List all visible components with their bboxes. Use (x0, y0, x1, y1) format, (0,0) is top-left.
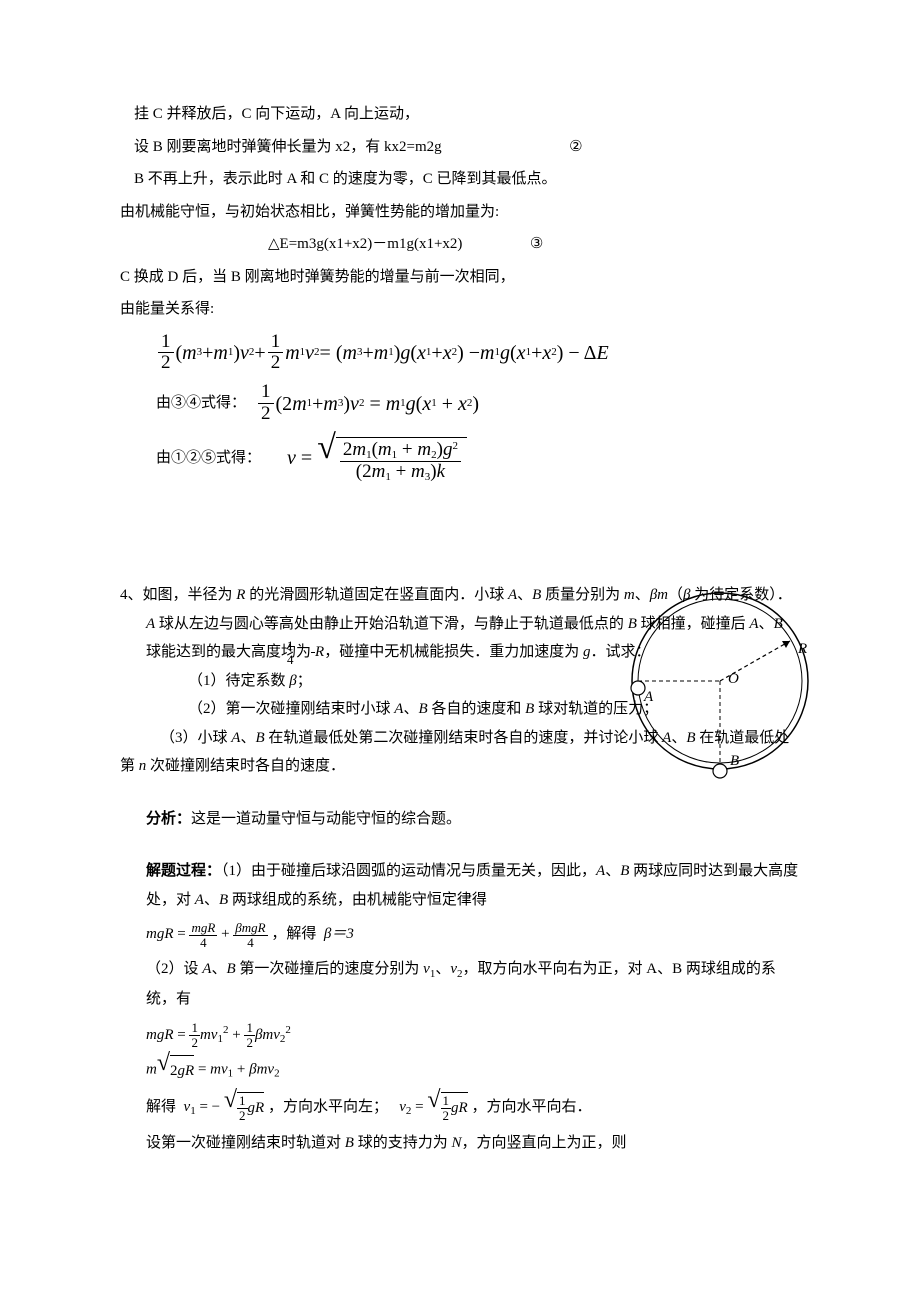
solution-2: （2）设 A、B 第一次碰撞后的速度分别为 v1、v2，取方向水平向右为正，对 … (120, 955, 800, 1013)
analysis: 分析：这是一道动量守恒与动能守恒的综合题。 (120, 805, 800, 834)
problem-4: O R A B 4、如图，半径为 R 的光滑圆形轨道固定在竖直面内．小球 A、B… (120, 581, 800, 1157)
diagram-svg: O R A B (620, 581, 820, 791)
solution-2-last: 设第一次碰撞刚结束时轨道对 B 球的支持力为 N，方向竖直向上为正，则 (120, 1129, 800, 1158)
circle-diagram: O R A B (620, 581, 820, 791)
equation-125: 由①②⑤式得： v = √ 2m1(m1 + m2)g2 (2m1 + m3)k (120, 433, 800, 483)
section-1: 挂 C 并释放后，C 向下运动，A 向上运动， 设 B 刚要离地时弹簧伸长量为 … (120, 100, 800, 483)
line-2: 设 B 刚要离地时弹簧伸长量为 x2，有 kx2=m2g ② (120, 133, 800, 162)
solution-2-eq1: mgR = 12mv12 + 12βmv22 (120, 1020, 800, 1050)
solution-1: 解题过程：（1）由于碰撞后球沿圆弧的运动情况与质量无关，因此，A、B 两球应同时… (120, 857, 800, 914)
diagram-label-A: A (643, 689, 654, 705)
diagram-label-B: B (730, 753, 739, 769)
line-7: 由能量关系得: (120, 295, 800, 324)
equation-34: 由③④式得： 12 (2m1 + m3)v2 = m1g(x1 + x2) (120, 382, 800, 425)
diagram-label-O: O (728, 671, 739, 687)
line-3: B 不再上升，表示此时 A 和 C 的速度为零，C 已降到其最低点。 (120, 165, 800, 194)
line-4: 由机械能守恒，与初始状态相比，弹簧性势能的增加量为: (120, 198, 800, 227)
diagram-label-R: R (797, 641, 807, 657)
line-5: △E=m3g(x1+x2)－m1g(x1+x2) ③ (120, 230, 800, 259)
solution-2-eq2: m√2gR = mv1 + βmv2 (120, 1055, 800, 1086)
equation-energy: 12 (m3 + m1)v2 + 12 m1v2 = (m3 + m1)g(x1… (120, 332, 800, 375)
line-1: 挂 C 并释放后，C 向下运动，A 向上运动， (120, 100, 800, 129)
solution-2-result: 解得 v1 = − √12gR ，方向水平向左； v2 = √12gR ，方向水… (120, 1092, 800, 1123)
solution-1-eq: mgR = mgR4 + βmgR4 ，解得 β＝3 (120, 920, 800, 949)
line-6: C 换成 D 后，当 B 刚离地时弹簧势能的增量与前一次相同， (120, 263, 800, 292)
